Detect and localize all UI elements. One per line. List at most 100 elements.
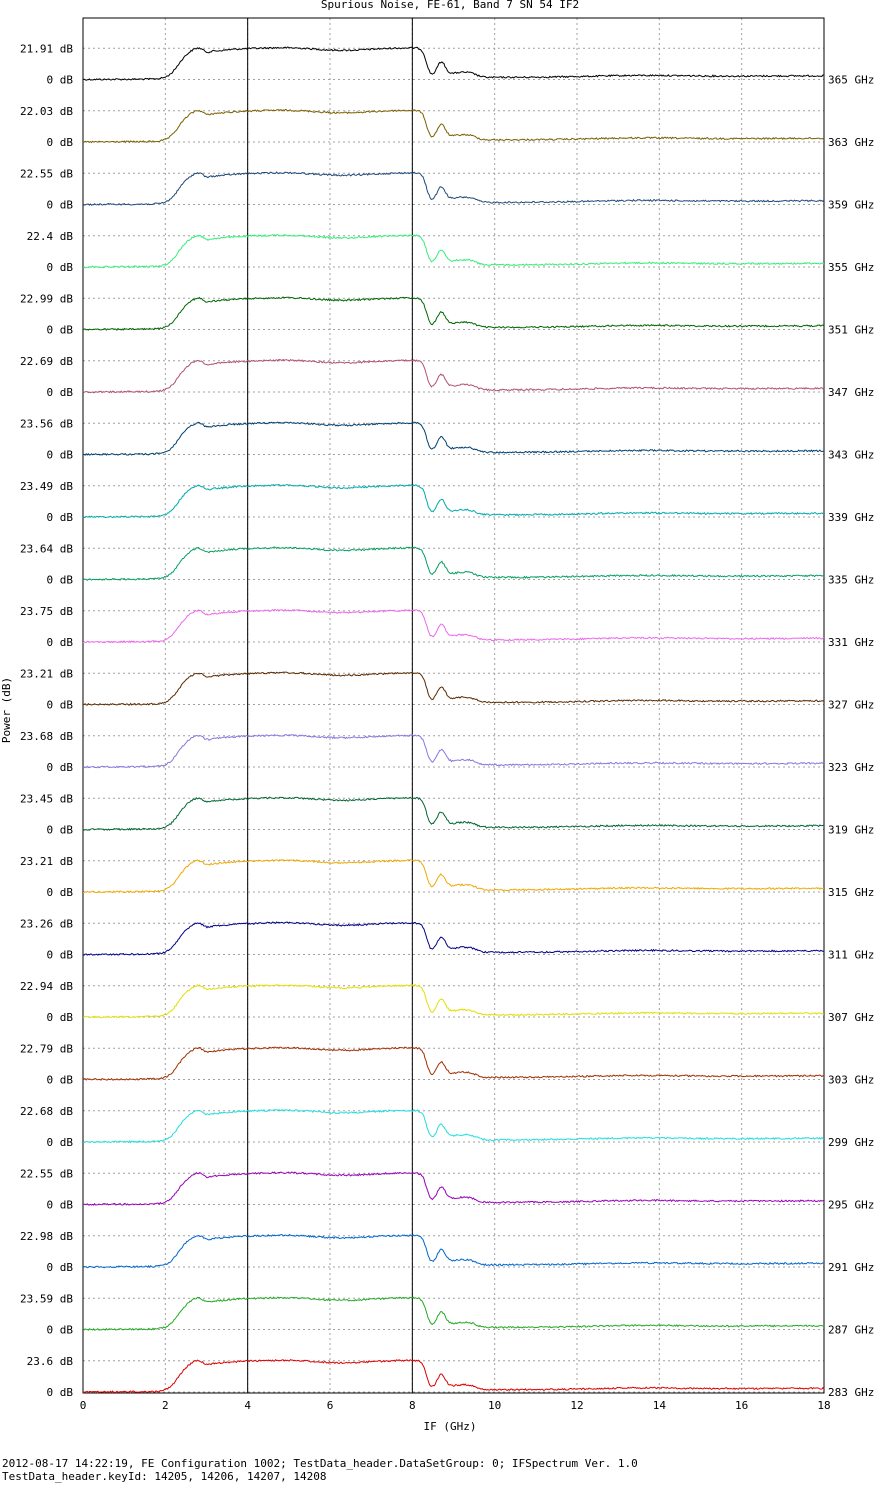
series-zero-label: 0 dB	[47, 449, 74, 462]
series-peak-label: 22.4 dB	[27, 230, 74, 243]
series-zero-label: 0 dB	[47, 949, 74, 962]
series-name-label: 331 GHz	[828, 636, 874, 649]
series-peak-label: 22.98 dB	[20, 1230, 73, 1243]
series-zero-label: 0 dB	[47, 261, 74, 274]
series-zero-label: 0 dB	[47, 761, 74, 774]
series-zero-label: 0 dB	[47, 886, 74, 899]
series-name-label: 351 GHz	[828, 324, 874, 337]
series-peak-label: 22.55 dB	[20, 1167, 73, 1180]
x-tick-label: 4	[244, 1399, 251, 1412]
series-peak-label: 22.55 dB	[20, 167, 73, 180]
series-name-label: 283 GHz	[828, 1386, 874, 1399]
series-trace	[82, 733, 825, 769]
series-peak-label: 23.64 dB	[20, 542, 73, 555]
series-name-label: 315 GHz	[828, 886, 874, 899]
series-peak-label: 23.49 dB	[20, 480, 73, 493]
series-zero-label: 0 dB	[47, 199, 74, 212]
series-trace	[82, 296, 825, 331]
x-tick-labels: 0 2 4 6 8 10 12 14 16 18	[80, 1399, 831, 1412]
grid-lines	[83, 18, 824, 1393]
series-peak-label: 23.21 dB	[20, 667, 73, 680]
series-zero-label: 0 dB	[47, 386, 74, 399]
marker-lines	[247, 18, 413, 1393]
series-peak-label: 22.69 dB	[20, 355, 73, 368]
x-tick-label: 2	[162, 1399, 169, 1412]
series-trace	[82, 546, 825, 581]
series-name-label: 319 GHz	[828, 824, 874, 837]
series-name-label: 359 GHz	[828, 199, 874, 212]
series-name-label: 287 GHz	[828, 1324, 874, 1337]
series-name-label: 303 GHz	[828, 1074, 874, 1087]
x-tick-label: 8	[409, 1399, 416, 1412]
series-trace	[82, 1358, 825, 1394]
x-tick-label: 16	[735, 1399, 748, 1412]
series-labels: 21.91 dB 0 dB 365 GHz 22.03 dB 0 dB 363 GHz 22…	[20, 42, 874, 1399]
series-peak-label: 22.79 dB	[20, 1042, 73, 1055]
series-peak-label: 23.68 dB	[20, 730, 73, 743]
footer-line-2: TestData_header.keyId: 14205, 14206, 142…	[2, 1470, 327, 1483]
series-name-label: 299 GHz	[828, 1136, 874, 1149]
series-trace	[82, 421, 825, 456]
series-trace	[82, 921, 825, 956]
series-trace	[82, 46, 824, 81]
plot-area-border	[82, 17, 825, 1394]
series-peak-label: 22.99 dB	[20, 292, 73, 305]
series-zero-label: 0 dB	[47, 1136, 74, 1149]
footer-line-1: 2012-08-17 14:22:19, FE Configuration 10…	[2, 1457, 638, 1470]
series-name-label: 307 GHz	[828, 1011, 874, 1024]
chart-title: Spurious Noise, FE-61, Band 7 SN 54 IF2	[321, 0, 579, 11]
series-peak-label: 23.6 dB	[27, 1355, 74, 1368]
series-zero-label: 0 dB	[47, 1386, 74, 1399]
series-name-label: 363 GHz	[828, 136, 874, 149]
series-traces	[82, 46, 825, 1394]
series-trace	[82, 1171, 825, 1206]
x-tick-label: 14	[653, 1399, 667, 1412]
series-zero-label: 0 dB	[47, 699, 74, 712]
x-tick-label: 12	[570, 1399, 583, 1412]
series-zero-label: 0 dB	[47, 824, 74, 837]
series-zero-label: 0 dB	[47, 1199, 74, 1212]
series-zero-label: 0 dB	[47, 136, 74, 149]
series-zero-label: 0 dB	[47, 324, 74, 337]
series-trace	[82, 1233, 825, 1269]
x-tick-label: 18	[817, 1399, 830, 1412]
series-peak-label: 23.45 dB	[20, 792, 73, 805]
series-name-label: 295 GHz	[828, 1199, 874, 1212]
series-trace	[82, 608, 825, 644]
series-trace	[82, 358, 825, 394]
series-trace	[82, 1046, 825, 1081]
series-trace	[82, 234, 824, 269]
series-trace	[82, 483, 824, 519]
series-peak-label: 23.59 dB	[20, 1292, 73, 1305]
series-name-label: 365 GHz	[828, 74, 874, 87]
series-zero-label: 0 dB	[47, 574, 74, 587]
y-axis-label: Power (dB)	[0, 677, 13, 743]
series-peak-label: 23.56 dB	[20, 417, 73, 430]
series-name-label: 339 GHz	[828, 511, 874, 524]
x-axis-label: IF (GHz)	[424, 1420, 477, 1433]
series-zero-label: 0 dB	[47, 636, 74, 649]
series-zero-label: 0 dB	[47, 511, 74, 524]
series-name-label: 335 GHz	[828, 574, 874, 587]
series-name-label: 291 GHz	[828, 1261, 874, 1274]
series-zero-label: 0 dB	[47, 74, 74, 87]
x-tick-label: 6	[327, 1399, 334, 1412]
series-trace	[82, 1296, 825, 1331]
series-peak-label: 21.91 dB	[20, 42, 73, 55]
series-name-label: 355 GHz	[828, 261, 874, 274]
series-peak-label: 22.68 dB	[20, 1105, 73, 1118]
series-zero-label: 0 dB	[47, 1074, 74, 1087]
series-trace	[82, 171, 825, 206]
x-tick-label: 10	[488, 1399, 501, 1412]
series-name-label: 311 GHz	[828, 949, 874, 962]
series-trace	[82, 1108, 825, 1144]
series-peak-label: 22.03 dB	[20, 105, 73, 118]
series-trace	[83, 108, 825, 144]
series-name-label: 343 GHz	[828, 449, 874, 462]
series-peak-label: 23.21 dB	[20, 855, 73, 868]
series-trace	[83, 983, 825, 1019]
series-zero-label: 0 dB	[47, 1324, 74, 1337]
x-tick-label: 0	[80, 1399, 87, 1412]
series-name-label: 347 GHz	[828, 386, 874, 399]
